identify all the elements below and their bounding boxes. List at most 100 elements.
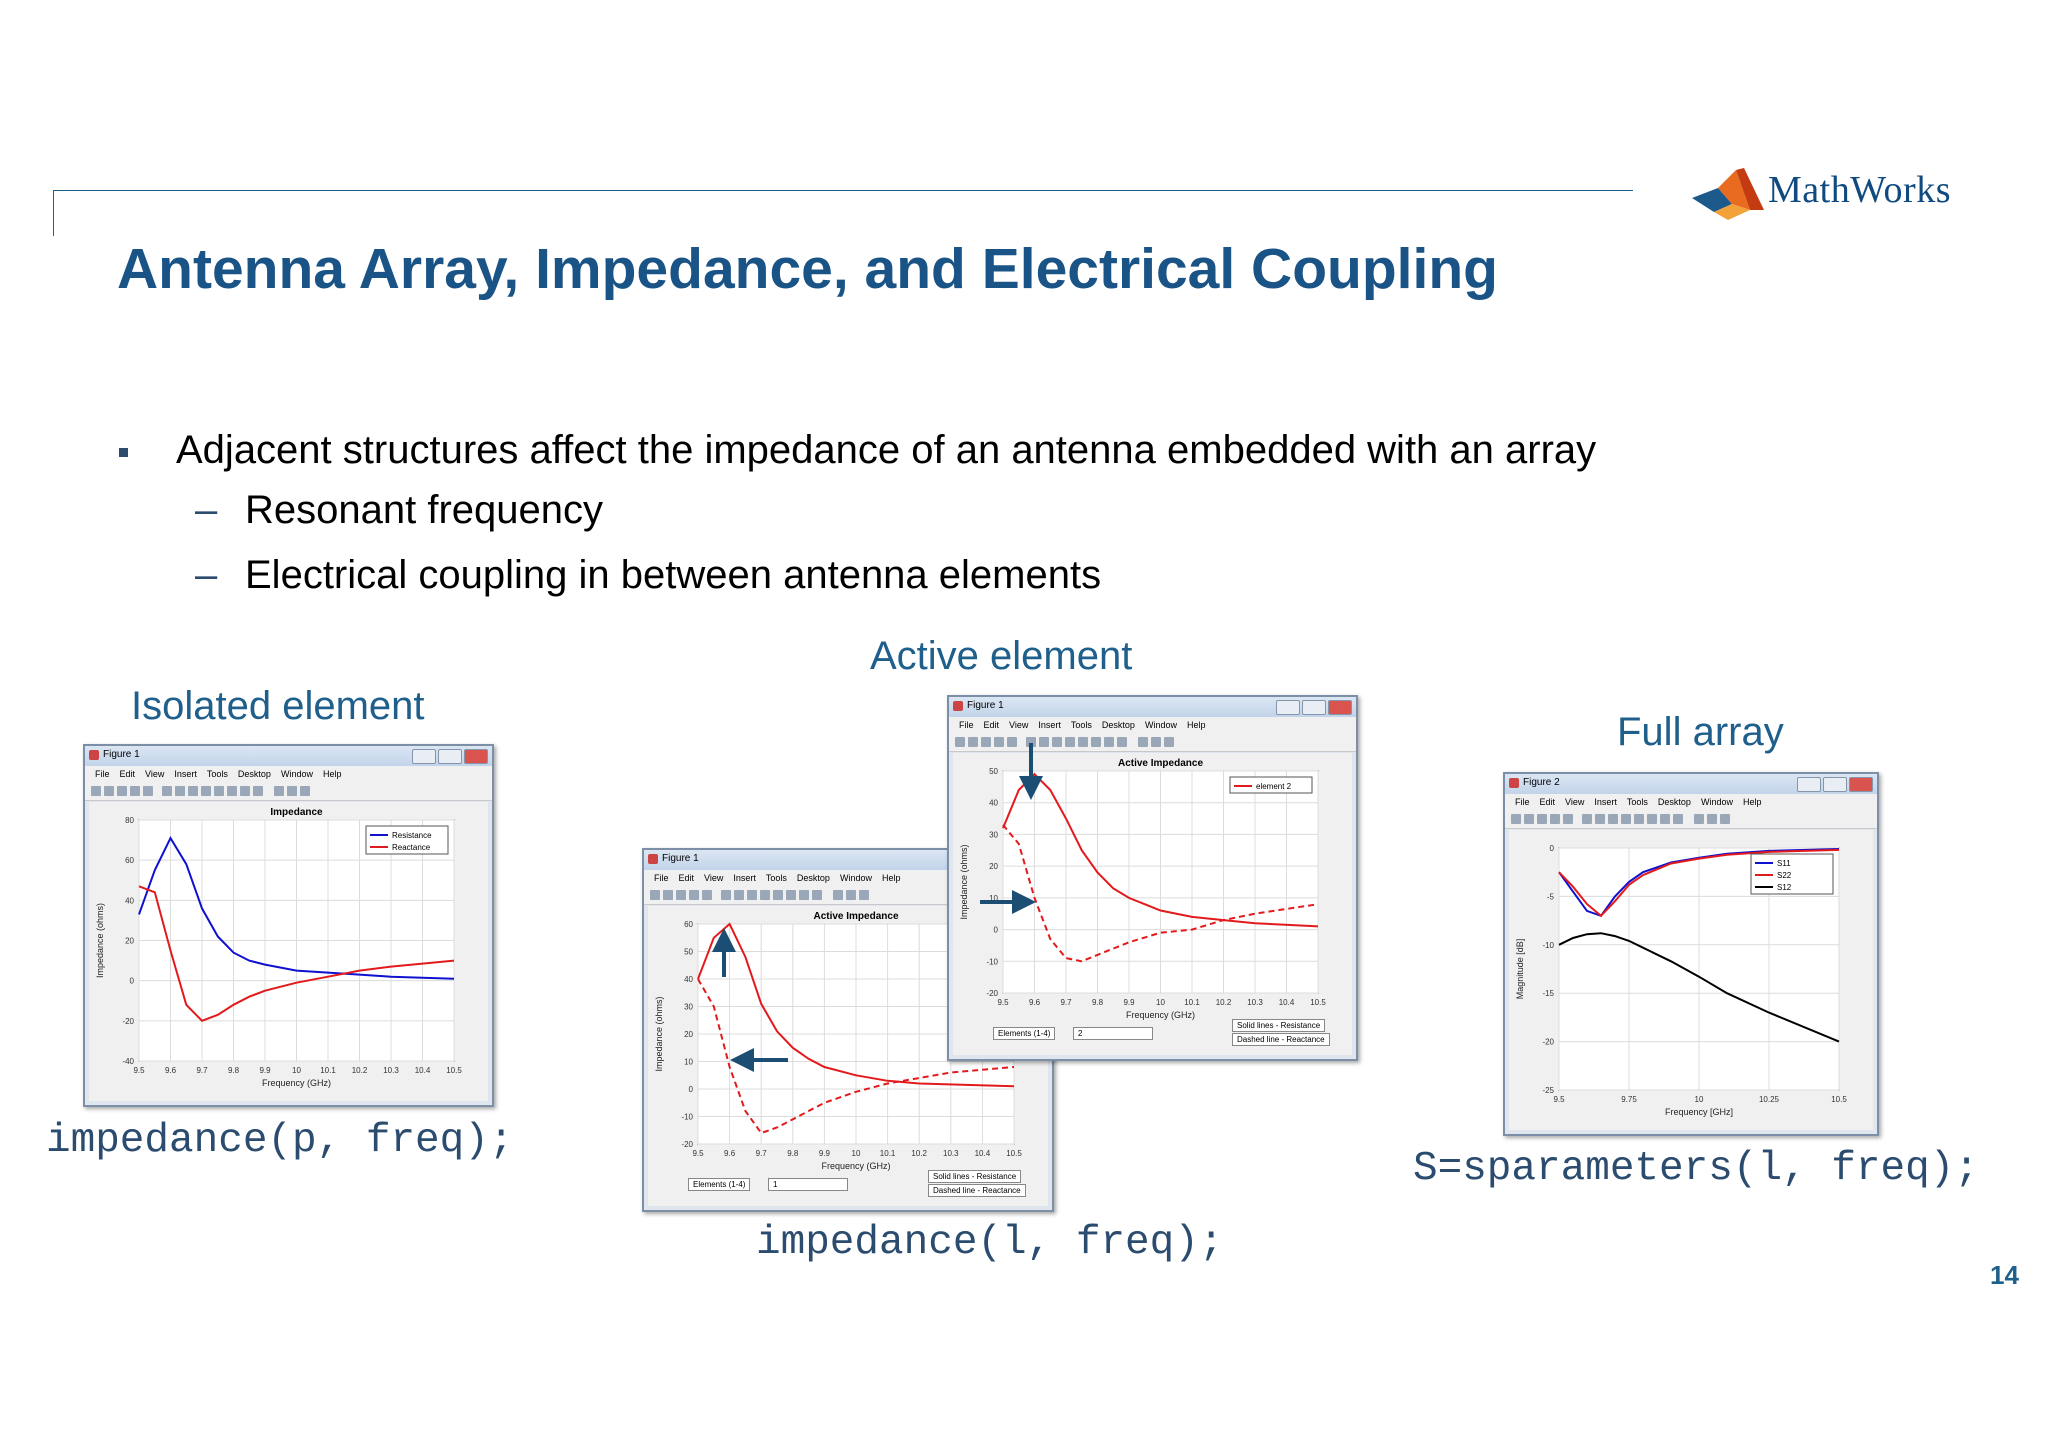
toolbar-tool-icon[interactable] <box>1673 814 1683 824</box>
toolbar-tool-icon[interactable] <box>104 786 114 796</box>
menu-item-desktop[interactable]: Desktop <box>1101 720 1135 730</box>
toolbar-tool-icon[interactable] <box>1164 737 1174 747</box>
toolbar-tool-icon[interactable] <box>1621 814 1631 824</box>
menu-item-insert[interactable]: Insert <box>174 769 197 779</box>
menu-item-help[interactable]: Help <box>322 769 342 779</box>
menu-item-edit[interactable]: Edit <box>983 720 1000 730</box>
menu-item-help[interactable]: Help <box>1742 797 1762 807</box>
toolbar-tool-icon[interactable] <box>689 890 699 900</box>
elements-input[interactable]: 1 <box>768 1178 848 1191</box>
toolbar-tool-icon[interactable] <box>201 786 211 796</box>
toolbar-tool-icon[interactable] <box>650 890 660 900</box>
toolbar-tool-icon[interactable] <box>1026 737 1036 747</box>
toolbar-tool-icon[interactable] <box>214 786 224 796</box>
toolbar-tool-icon[interactable] <box>747 890 757 900</box>
minimize-button[interactable] <box>1276 700 1300 715</box>
toolbar-tool-icon[interactable] <box>786 890 796 900</box>
toolbar-tool-icon[interactable] <box>300 786 310 796</box>
toolbar-tool-icon[interactable] <box>676 890 686 900</box>
toolbar-tool-icon[interactable] <box>1117 737 1127 747</box>
toolbar-tool-icon[interactable] <box>1707 814 1717 824</box>
toolbar-tool-icon[interactable] <box>1511 814 1521 824</box>
menu-item-file[interactable]: File <box>959 720 974 730</box>
close-button[interactable] <box>464 749 488 764</box>
elements-input[interactable]: 2 <box>1073 1027 1153 1040</box>
toolbar-tool-icon[interactable] <box>1138 737 1148 747</box>
toolbar-tool-icon[interactable] <box>1595 814 1605 824</box>
toolbar-tool-icon[interactable] <box>721 890 731 900</box>
maximize-button[interactable] <box>1302 700 1326 715</box>
toolbar-tool-icon[interactable] <box>1647 814 1657 824</box>
menu-item-desktop[interactable]: Desktop <box>796 873 830 883</box>
toolbar-tool-icon[interactable] <box>833 890 843 900</box>
toolbar-tool-icon[interactable] <box>812 890 822 900</box>
toolbar-tool-icon[interactable] <box>227 786 237 796</box>
toolbar-tool-icon[interactable] <box>1151 737 1161 747</box>
toolbar-tool-icon[interactable] <box>1524 814 1534 824</box>
maximize-button[interactable] <box>438 749 462 764</box>
toolbar-tool-icon[interactable] <box>1720 814 1730 824</box>
menu-item-insert[interactable]: Insert <box>1594 797 1617 807</box>
toolbar-tool-icon[interactable] <box>981 737 991 747</box>
toolbar-tool-icon[interactable] <box>846 890 856 900</box>
toolbar-tool-icon[interactable] <box>1065 737 1075 747</box>
minimize-button[interactable] <box>412 749 436 764</box>
menu-item-help[interactable]: Help <box>1186 720 1206 730</box>
minimize-button[interactable] <box>1797 777 1821 792</box>
toolbar-tool-icon[interactable] <box>968 737 978 747</box>
toolbar-tool-icon[interactable] <box>1039 737 1049 747</box>
menu-item-window[interactable]: Window <box>280 769 313 779</box>
toolbar-tool-icon[interactable] <box>734 890 744 900</box>
menu-item-edit[interactable]: Edit <box>1539 797 1556 807</box>
toolbar-tool-icon[interactable] <box>143 786 153 796</box>
toolbar-tool-icon[interactable] <box>1550 814 1560 824</box>
toolbar-tool-icon[interactable] <box>1582 814 1592 824</box>
toolbar-tool-icon[interactable] <box>253 786 263 796</box>
toolbar-tool-icon[interactable] <box>188 786 198 796</box>
close-button[interactable] <box>1849 777 1873 792</box>
menu-item-edit[interactable]: Edit <box>678 873 695 883</box>
menu-item-insert[interactable]: Insert <box>733 873 756 883</box>
menu-item-help[interactable]: Help <box>881 873 901 883</box>
toolbar-tool-icon[interactable] <box>773 890 783 900</box>
menu-item-view[interactable]: View <box>1565 797 1585 807</box>
toolbar-tool-icon[interactable] <box>1104 737 1114 747</box>
toolbar-tool-icon[interactable] <box>1563 814 1573 824</box>
toolbar-tool-icon[interactable] <box>91 786 101 796</box>
toolbar-tool-icon[interactable] <box>1078 737 1088 747</box>
toolbar-tool-icon[interactable] <box>1091 737 1101 747</box>
menu-item-window[interactable]: Window <box>1700 797 1733 807</box>
menu-item-insert[interactable]: Insert <box>1038 720 1061 730</box>
toolbar-tool-icon[interactable] <box>240 786 250 796</box>
toolbar-tool-icon[interactable] <box>1694 814 1704 824</box>
menu-item-tools[interactable]: Tools <box>765 873 787 883</box>
toolbar-tool-icon[interactable] <box>1537 814 1547 824</box>
maximize-button[interactable] <box>1823 777 1847 792</box>
toolbar-tool-icon[interactable] <box>175 786 185 796</box>
menu-item-file[interactable]: File <box>1515 797 1530 807</box>
toolbar-tool-icon[interactable] <box>130 786 140 796</box>
toolbar-tool-icon[interactable] <box>859 890 869 900</box>
menu-item-desktop[interactable]: Desktop <box>237 769 271 779</box>
menu-item-window[interactable]: Window <box>1144 720 1177 730</box>
toolbar-tool-icon[interactable] <box>1608 814 1618 824</box>
menu-item-view[interactable]: View <box>1009 720 1029 730</box>
toolbar-tool-icon[interactable] <box>760 890 770 900</box>
toolbar-tool-icon[interactable] <box>955 737 965 747</box>
menu-item-desktop[interactable]: Desktop <box>1657 797 1691 807</box>
menu-item-view[interactable]: View <box>145 769 165 779</box>
toolbar-tool-icon[interactable] <box>1007 737 1017 747</box>
toolbar-tool-icon[interactable] <box>287 786 297 796</box>
toolbar-tool-icon[interactable] <box>994 737 1004 747</box>
toolbar-tool-icon[interactable] <box>117 786 127 796</box>
toolbar-tool-icon[interactable] <box>1660 814 1670 824</box>
toolbar-tool-icon[interactable] <box>799 890 809 900</box>
toolbar-tool-icon[interactable] <box>1634 814 1644 824</box>
toolbar-tool-icon[interactable] <box>1052 737 1062 747</box>
toolbar-tool-icon[interactable] <box>162 786 172 796</box>
menu-item-view[interactable]: View <box>704 873 724 883</box>
menu-item-tools[interactable]: Tools <box>1070 720 1092 730</box>
toolbar-tool-icon[interactable] <box>663 890 673 900</box>
menu-item-window[interactable]: Window <box>839 873 872 883</box>
menu-item-tools[interactable]: Tools <box>206 769 228 779</box>
